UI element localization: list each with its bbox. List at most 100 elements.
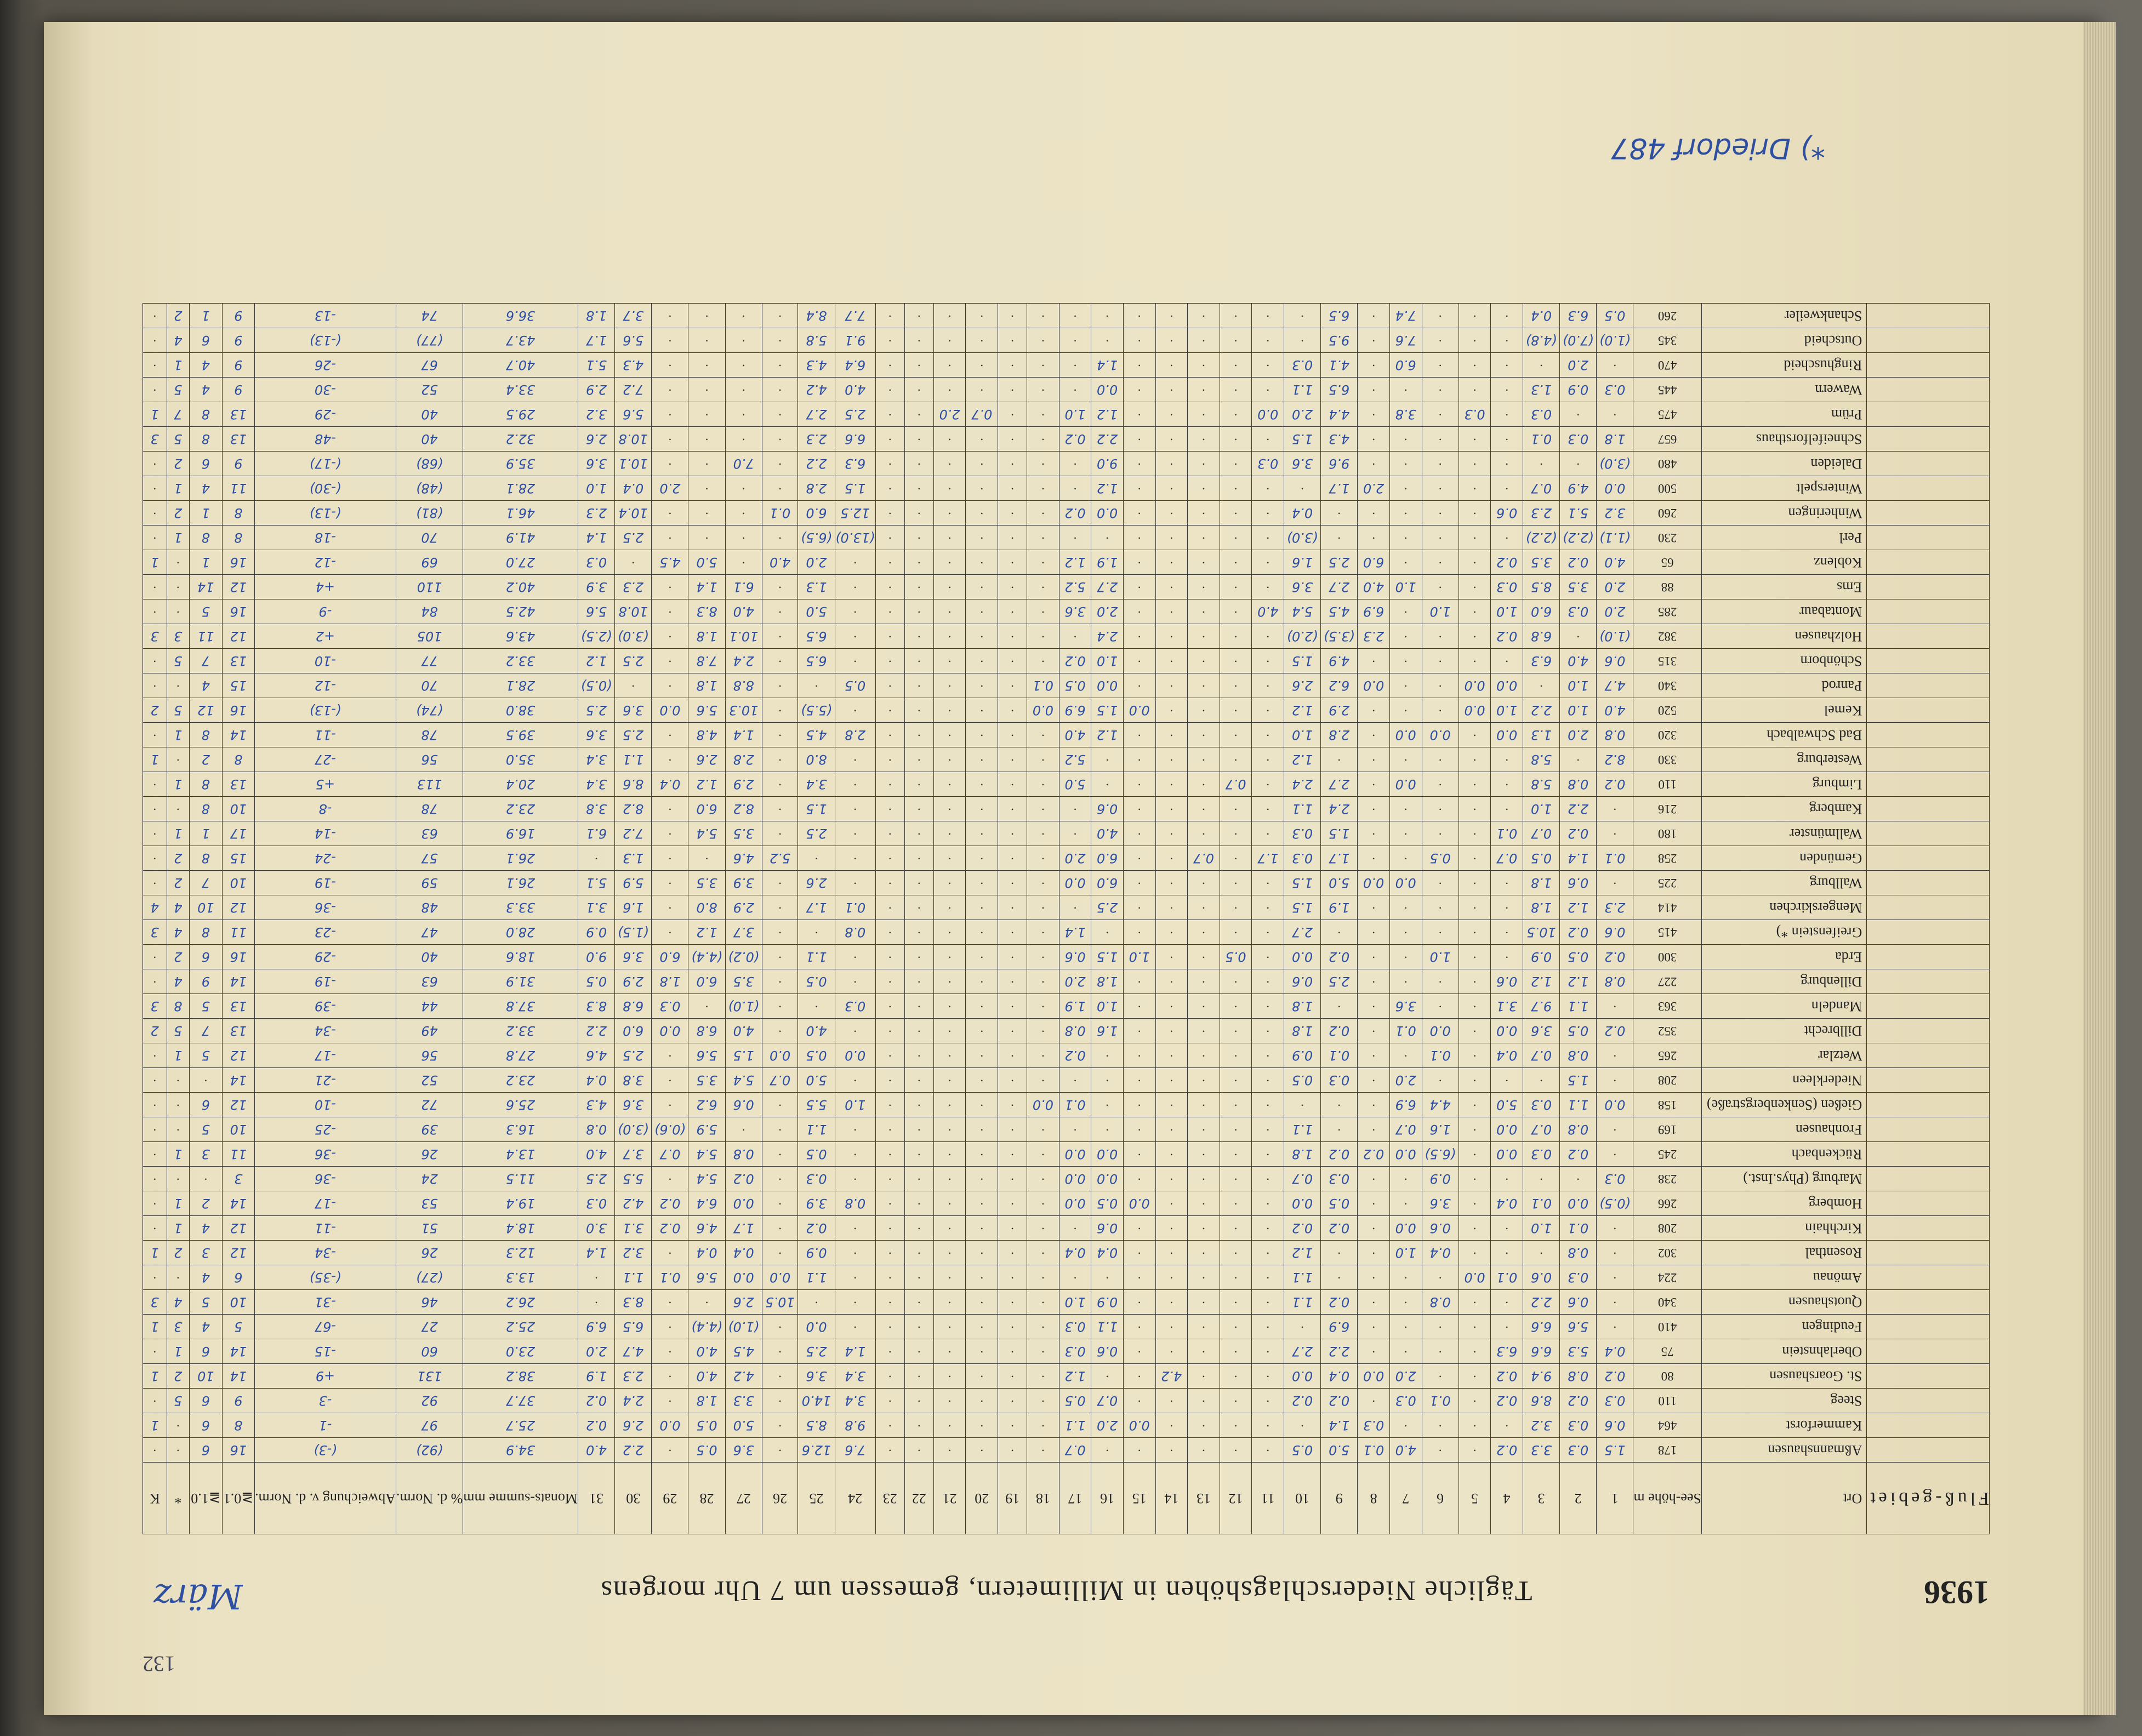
day-value: 0.3	[1559, 1413, 1597, 1438]
day-value: 5.4	[725, 1067, 762, 1093]
day-value: 4.0	[578, 1141, 615, 1167]
day-value: ·	[1155, 1117, 1188, 1142]
table-row: Perl 230 (1.1) (2.2) (2.2) · · · · · · (3.0) · · · · · · ·…	[143, 525, 1990, 550]
day-value: 10.8	[614, 599, 652, 624]
header-abw: Abweichung v. d. Norm.	[254, 1462, 396, 1534]
day-value: 2.7	[1320, 772, 1358, 797]
day-value: 2.4	[1320, 796, 1358, 821]
day-value: 6.0	[1389, 352, 1422, 378]
day-count: 9	[222, 303, 255, 328]
day-value: ·	[1389, 673, 1422, 698]
day-value: 1.7	[1320, 846, 1358, 871]
station-name: Ems	[1701, 574, 1867, 599]
month-sum: 26.1	[463, 870, 578, 895]
table-row: Wallmünster 180 · 0.2 0.7 0.1 · · · · 1.5 0.3 · · · · · 4…	[143, 821, 1990, 846]
month-sum: 19.4	[463, 1191, 578, 1216]
region-cell	[1866, 722, 1990, 747]
day-value: 0.6	[1059, 944, 1091, 969]
month-abw: -25	[254, 1117, 396, 1142]
day-value: 0.2	[1284, 1388, 1321, 1413]
day-value: ·	[1459, 1413, 1491, 1438]
month-pct: 48	[396, 895, 463, 920]
day-value: ·	[1357, 846, 1390, 871]
day-value: ·	[688, 476, 726, 501]
day-value: ·	[904, 698, 934, 723]
station-elevation: 260	[1633, 303, 1702, 328]
day-value: ·	[965, 525, 998, 550]
day-count: 7	[189, 1018, 223, 1043]
day-value: ·	[651, 1043, 688, 1068]
day-value: ·	[998, 895, 1027, 920]
month-pct: 24	[396, 1166, 463, 1191]
day-value: 4.5	[651, 550, 688, 575]
day-value: 8.2	[725, 796, 762, 821]
day-count: ·	[143, 846, 167, 871]
day-value: 5.5	[614, 1166, 652, 1191]
day-value: ·	[651, 821, 688, 846]
day-value: 3.6	[578, 722, 615, 747]
day-value: 0.9	[1422, 1166, 1459, 1191]
day-value: ·	[1389, 920, 1422, 945]
day-value: ·	[762, 1240, 798, 1265]
day-value: ·	[965, 1067, 998, 1093]
header-day: 6	[1422, 1462, 1459, 1534]
day-count: 4	[167, 328, 190, 353]
day-value: ·	[998, 303, 1027, 328]
day-value: 0.0	[1284, 1363, 1321, 1389]
day-value: ·	[651, 451, 688, 476]
month-abw: -3	[254, 1388, 396, 1413]
station-elevation: 238	[1633, 1166, 1702, 1191]
day-value: 4.0	[797, 1018, 835, 1043]
day-value: 0.2	[1320, 1289, 1358, 1315]
day-value: 6.0	[688, 796, 726, 821]
day-value: ·	[1389, 747, 1422, 772]
month-abw: -9	[254, 599, 396, 624]
day-value: ·	[1220, 870, 1252, 895]
day-count: ·	[167, 599, 190, 624]
day-value: 4.3	[797, 352, 835, 378]
day-value: 1.0	[1422, 599, 1459, 624]
day-value: 1.9	[1059, 993, 1091, 1019]
day-value: 4.8	[688, 722, 726, 747]
day-value: ·	[1155, 1265, 1188, 1290]
day-value: 2.2	[1320, 1339, 1358, 1364]
day-value: 0.2	[1559, 550, 1597, 575]
day-value: 6.0	[797, 500, 835, 526]
day-value: ·	[1091, 1437, 1124, 1463]
day-value: 0.5	[688, 1413, 726, 1438]
day-value: ·	[1155, 722, 1188, 747]
day-value: ·	[1284, 1092, 1321, 1117]
month-sum: 39.5	[463, 722, 578, 747]
day-value: 0.6	[1490, 500, 1523, 526]
day-value: ·	[1596, 1043, 1633, 1068]
day-count: ·	[167, 1413, 190, 1438]
day-value: 0.8	[1596, 722, 1633, 747]
day-value: ·	[965, 722, 998, 747]
region-cell	[1866, 895, 1990, 920]
station-name: Perl	[1701, 525, 1867, 550]
region-cell	[1866, 747, 1990, 772]
day-value: 0.7	[651, 1141, 688, 1167]
day-value: 6.8	[614, 993, 652, 1019]
day-value: ·	[835, 821, 876, 846]
day-count: 16	[222, 698, 255, 723]
header-ort: Ort	[1701, 1462, 1867, 1534]
day-value: 2.0	[1357, 476, 1390, 501]
region-cell	[1866, 969, 1990, 994]
day-value: 0.0	[1357, 673, 1390, 698]
day-value: ·	[933, 944, 966, 969]
day-value: 0.0	[1091, 1166, 1124, 1191]
day-value: 7.8	[688, 648, 726, 673]
day-value: ·	[1596, 821, 1633, 846]
day-value: 4.0	[1559, 648, 1597, 673]
day-value: ·	[1027, 993, 1059, 1019]
day-value: ·	[1459, 895, 1491, 920]
month-pct: 63	[396, 821, 463, 846]
day-value: 3.6	[614, 1092, 652, 1117]
day-count: 12	[222, 895, 255, 920]
day-value: (3.0)	[1596, 451, 1633, 476]
day-value: ·	[965, 673, 998, 698]
day-value: 6.4	[688, 1191, 726, 1216]
day-count: 2	[167, 303, 190, 328]
day-value: ·	[1155, 870, 1188, 895]
